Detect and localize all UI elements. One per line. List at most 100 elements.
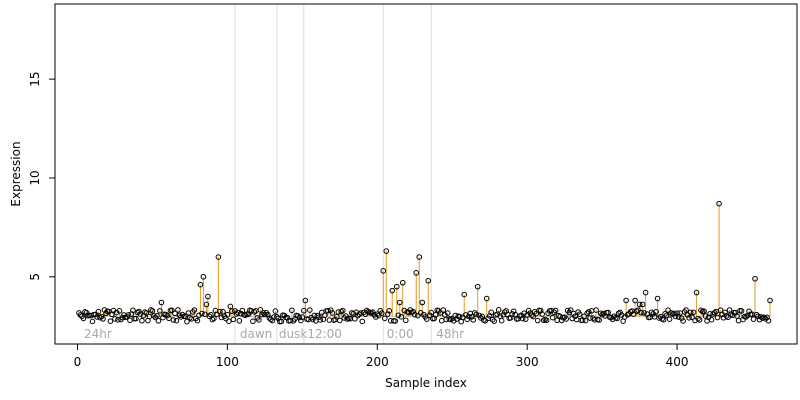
data-point (172, 310, 178, 317)
data-point (80, 315, 87, 322)
data-point (328, 307, 334, 313)
data-point (383, 248, 390, 254)
data-point (299, 314, 306, 320)
data-point (209, 316, 216, 323)
data-point (224, 311, 231, 318)
data-point (639, 301, 646, 308)
data-point (359, 318, 366, 325)
data-point (753, 311, 760, 318)
data-point (597, 310, 604, 317)
data-point (83, 309, 90, 316)
data-point (584, 310, 590, 317)
data-point (298, 317, 304, 324)
data-point (471, 310, 478, 316)
data-point (438, 317, 445, 324)
region-lines (234, 4, 432, 344)
data-point (693, 289, 700, 296)
data-point (393, 283, 400, 290)
region-label: dawn (240, 327, 272, 341)
data-point (474, 283, 481, 290)
data-point (265, 311, 271, 318)
data-point (708, 316, 715, 323)
data-point (702, 313, 709, 319)
data-point (175, 307, 181, 313)
data-point (411, 311, 418, 318)
data-point (173, 317, 180, 324)
data-point (510, 308, 517, 315)
data-point (444, 310, 451, 316)
data-point (107, 318, 114, 324)
data-point (200, 273, 207, 280)
data-point (356, 311, 363, 318)
data-point (275, 315, 282, 322)
data-point (211, 315, 217, 322)
data-point (665, 307, 671, 313)
data-point (756, 316, 763, 323)
data-point (235, 309, 241, 316)
data-point (256, 317, 262, 323)
data-point (340, 307, 346, 314)
data-point (116, 308, 123, 314)
data-point (666, 316, 673, 322)
data-point (465, 313, 472, 320)
data-point (139, 317, 145, 324)
data-point (289, 307, 295, 314)
data-point (539, 311, 545, 317)
data-point (468, 314, 475, 320)
data-point (89, 318, 96, 325)
data-point (716, 200, 722, 207)
data-point (464, 316, 471, 323)
data-point (585, 309, 592, 315)
data-point (563, 316, 569, 322)
x-tick-label: 200 (366, 355, 389, 369)
region-label: 0:00 (387, 327, 414, 341)
data-point (623, 297, 629, 304)
data-point (396, 299, 403, 306)
x-tick-label: 0 (74, 355, 82, 369)
data-point (197, 281, 204, 288)
data-point (534, 317, 541, 324)
data-point (489, 316, 496, 323)
data-point (115, 317, 121, 323)
data-point (672, 313, 679, 320)
data-point (378, 310, 385, 316)
data-point (530, 313, 536, 320)
x-axis-title: Sample index (385, 376, 467, 390)
data-point (641, 310, 647, 316)
data-point (533, 310, 539, 317)
x-tick-label: 300 (516, 355, 539, 369)
data-point (543, 317, 550, 324)
data-point (662, 310, 668, 317)
data-point (414, 312, 421, 319)
region-label: 24hr (84, 327, 112, 341)
data-point (250, 318, 256, 325)
data-point (678, 315, 685, 321)
data-point (307, 307, 313, 313)
data-point (206, 313, 213, 320)
data-point (660, 316, 667, 323)
data-point (100, 316, 106, 322)
data-point (274, 313, 280, 320)
data-point (690, 309, 697, 316)
data-point (384, 311, 391, 317)
data-point (257, 307, 264, 313)
data-point (653, 308, 659, 315)
data-point (133, 315, 139, 322)
data-point (725, 314, 731, 321)
data-point (689, 314, 695, 321)
data-point (77, 312, 84, 318)
data-point (372, 314, 379, 320)
data-point (184, 318, 190, 325)
data-point (278, 318, 285, 325)
data-point (395, 312, 402, 319)
data-point (680, 318, 686, 324)
data-point (363, 307, 370, 314)
data-point (351, 315, 358, 322)
data-point (735, 317, 742, 324)
data-point (125, 312, 132, 318)
data-point (423, 316, 430, 322)
data-point (350, 311, 357, 317)
data-point (236, 318, 243, 324)
data-point (743, 314, 749, 320)
data-point (630, 311, 637, 317)
